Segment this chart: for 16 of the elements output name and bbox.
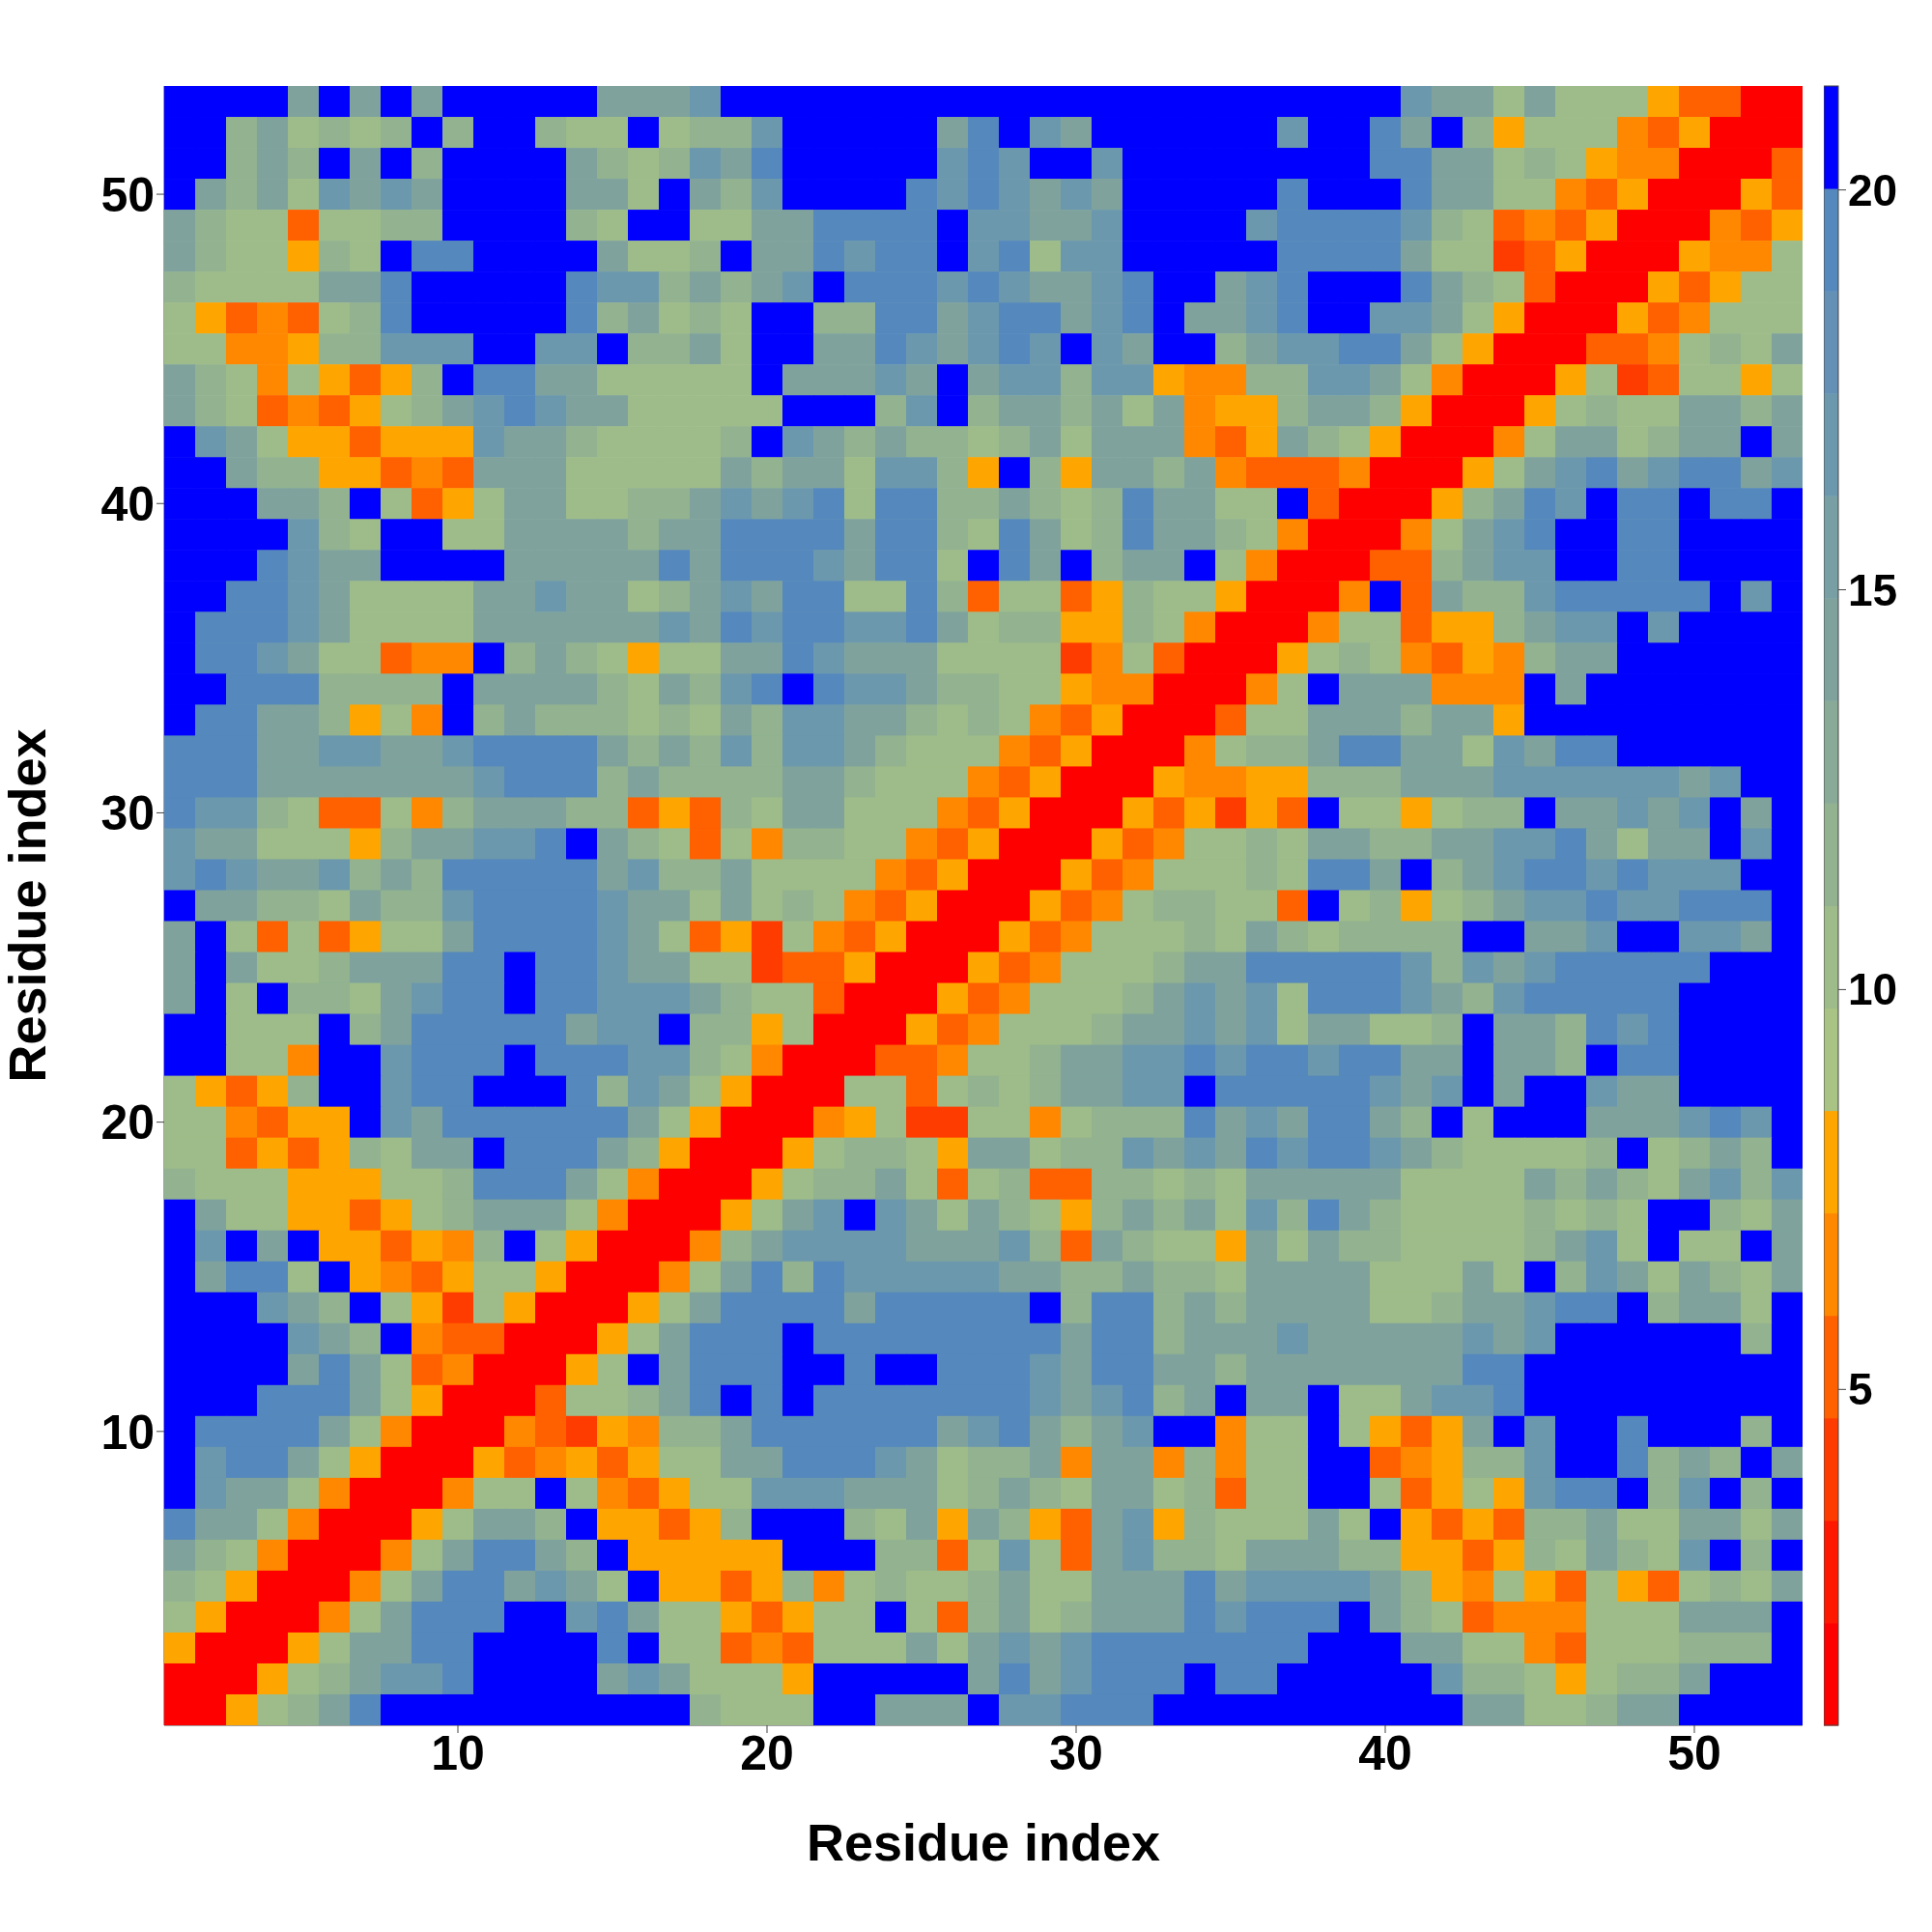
x-tick-label: 40 — [1358, 1725, 1412, 1780]
color-bar-label: 20 — [1848, 164, 1898, 215]
y-tick-label: 50 — [100, 167, 155, 222]
y-axis-title: Residue index — [0, 728, 57, 1083]
x-tick-label: 20 — [740, 1725, 794, 1780]
y-tick-label: 30 — [100, 786, 155, 841]
color-bar-label: 5 — [1848, 1364, 1873, 1415]
y-tick-label: 20 — [100, 1095, 155, 1151]
x-axis-title: Residue index — [806, 1813, 1161, 1871]
y-tick-label: 10 — [100, 1405, 155, 1460]
y-tick-label: 40 — [100, 477, 155, 531]
color-bar-label: 10 — [1848, 964, 1898, 1015]
x-tick-label: 50 — [1667, 1725, 1721, 1780]
color-bar-label: 15 — [1848, 564, 1898, 615]
x-tick-label: 10 — [431, 1725, 485, 1780]
x-tick-label: 30 — [1049, 1725, 1103, 1780]
